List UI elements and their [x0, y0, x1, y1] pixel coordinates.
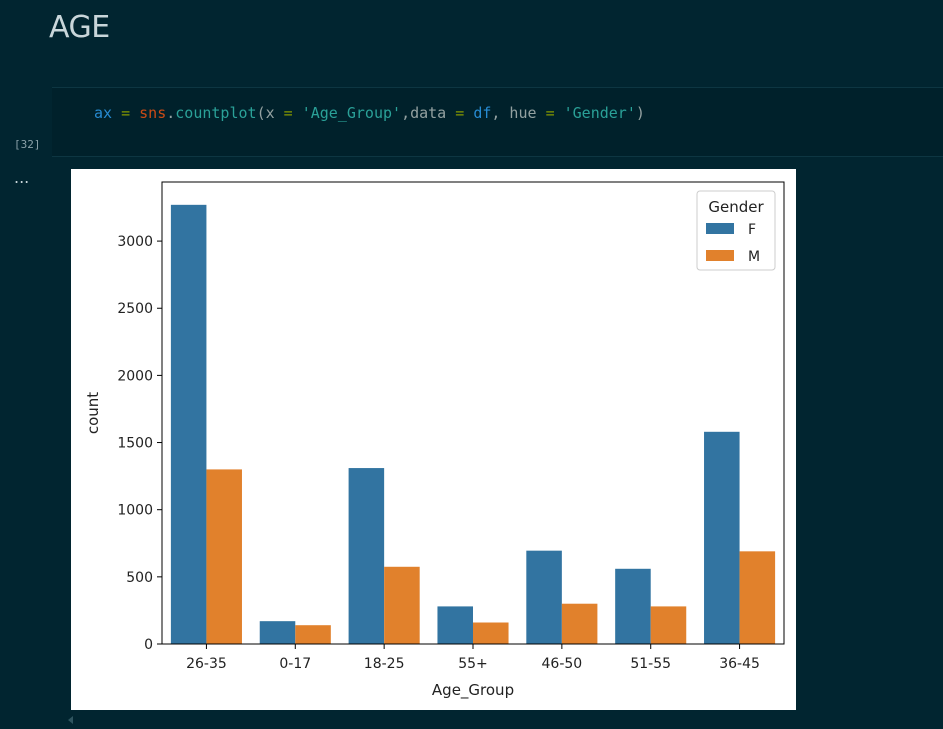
- code-token: sns: [139, 104, 167, 122]
- execution-count: [32]: [14, 138, 41, 151]
- code-token: 'Age_Group': [301, 104, 402, 122]
- code-token: =: [121, 104, 131, 122]
- legend-title: Gender: [708, 198, 764, 216]
- code-token: df: [473, 104, 492, 122]
- bar-f-51-55: [615, 568, 651, 644]
- y-tick-label: 500: [126, 570, 153, 586]
- bar-f-46-50: [526, 550, 562, 644]
- legend-swatch-f: [706, 223, 734, 234]
- code-token: =: [545, 104, 555, 122]
- code-token: [293, 104, 302, 122]
- section-heading: AGE: [49, 10, 110, 45]
- code-token: [112, 104, 121, 122]
- code-token: (x: [256, 104, 284, 122]
- bar-m-18-25: [384, 566, 420, 644]
- code-token: =: [283, 104, 293, 122]
- bar-f-36-45: [704, 431, 740, 644]
- code-token: [130, 104, 139, 122]
- x-tick-label: 0-17: [279, 656, 311, 672]
- bar-f-0-17: [259, 621, 296, 644]
- code-token: ,data: [401, 104, 456, 122]
- bar-m-46-50: [561, 603, 598, 644]
- y-tick-label: 2000: [117, 368, 153, 384]
- code-token: [464, 104, 473, 122]
- x-tick-label: 18-25: [364, 656, 405, 672]
- legend-label-m: M: [748, 249, 760, 265]
- y-tick-label: 3000: [117, 234, 153, 250]
- x-tick-label: 46-50: [542, 656, 583, 672]
- code-token: ): [635, 104, 645, 122]
- scroll-left-arrow[interactable]: [68, 716, 73, 724]
- code-token: =: [455, 104, 465, 122]
- code-token: , hue: [491, 104, 546, 122]
- bar-m-51-55: [650, 606, 687, 644]
- axes-frame: [161, 181, 785, 645]
- cell-output: 0 500 1000 1500 2000 2500 3000 26-35 0-17 18-25 55…: [71, 169, 796, 710]
- code-token: 'Gender': [563, 104, 636, 122]
- bar-f-18-25: [348, 468, 385, 644]
- y-tick-label: 1000: [117, 503, 153, 519]
- y-tick-label: 1500: [117, 436, 153, 452]
- code-token: .: [166, 104, 176, 122]
- legend-swatch-m: [706, 250, 734, 261]
- code-cell[interactable]: ax = sns.countplot(x = 'Age_Group',data …: [52, 87, 943, 157]
- bar-m-55+: [473, 622, 509, 644]
- legend-label-f: F: [748, 222, 756, 238]
- x-tick-label: 55+: [458, 656, 488, 672]
- code-line[interactable]: ax = sns.countplot(x = 'Age_Group',data …: [94, 104, 645, 122]
- bar-m-36-45: [739, 551, 776, 644]
- bar-m-26-35: [206, 469, 242, 644]
- bar-f-55+: [437, 606, 473, 644]
- countplot-chart: 0 500 1000 1500 2000 2500 3000 26-35 0-17 18-25 55…: [84, 181, 785, 700]
- bar-f-26-35: [170, 204, 207, 644]
- x-tick-label: 26-35: [186, 656, 227, 672]
- x-tick-label: 36-45: [719, 656, 760, 672]
- output-collapse-ellipsis[interactable]: ...: [14, 168, 30, 187]
- y-axis-label: count: [84, 392, 102, 434]
- code-token: [555, 104, 564, 122]
- x-axis-label: Age_Group: [432, 681, 514, 700]
- y-tick-label: 0: [144, 637, 153, 653]
- bar-m-0-17: [295, 625, 331, 644]
- code-token: countplot: [175, 104, 257, 122]
- code-token: ax: [94, 104, 113, 122]
- y-tick-label: 2500: [117, 301, 153, 317]
- x-tick-label: 51-55: [630, 656, 671, 672]
